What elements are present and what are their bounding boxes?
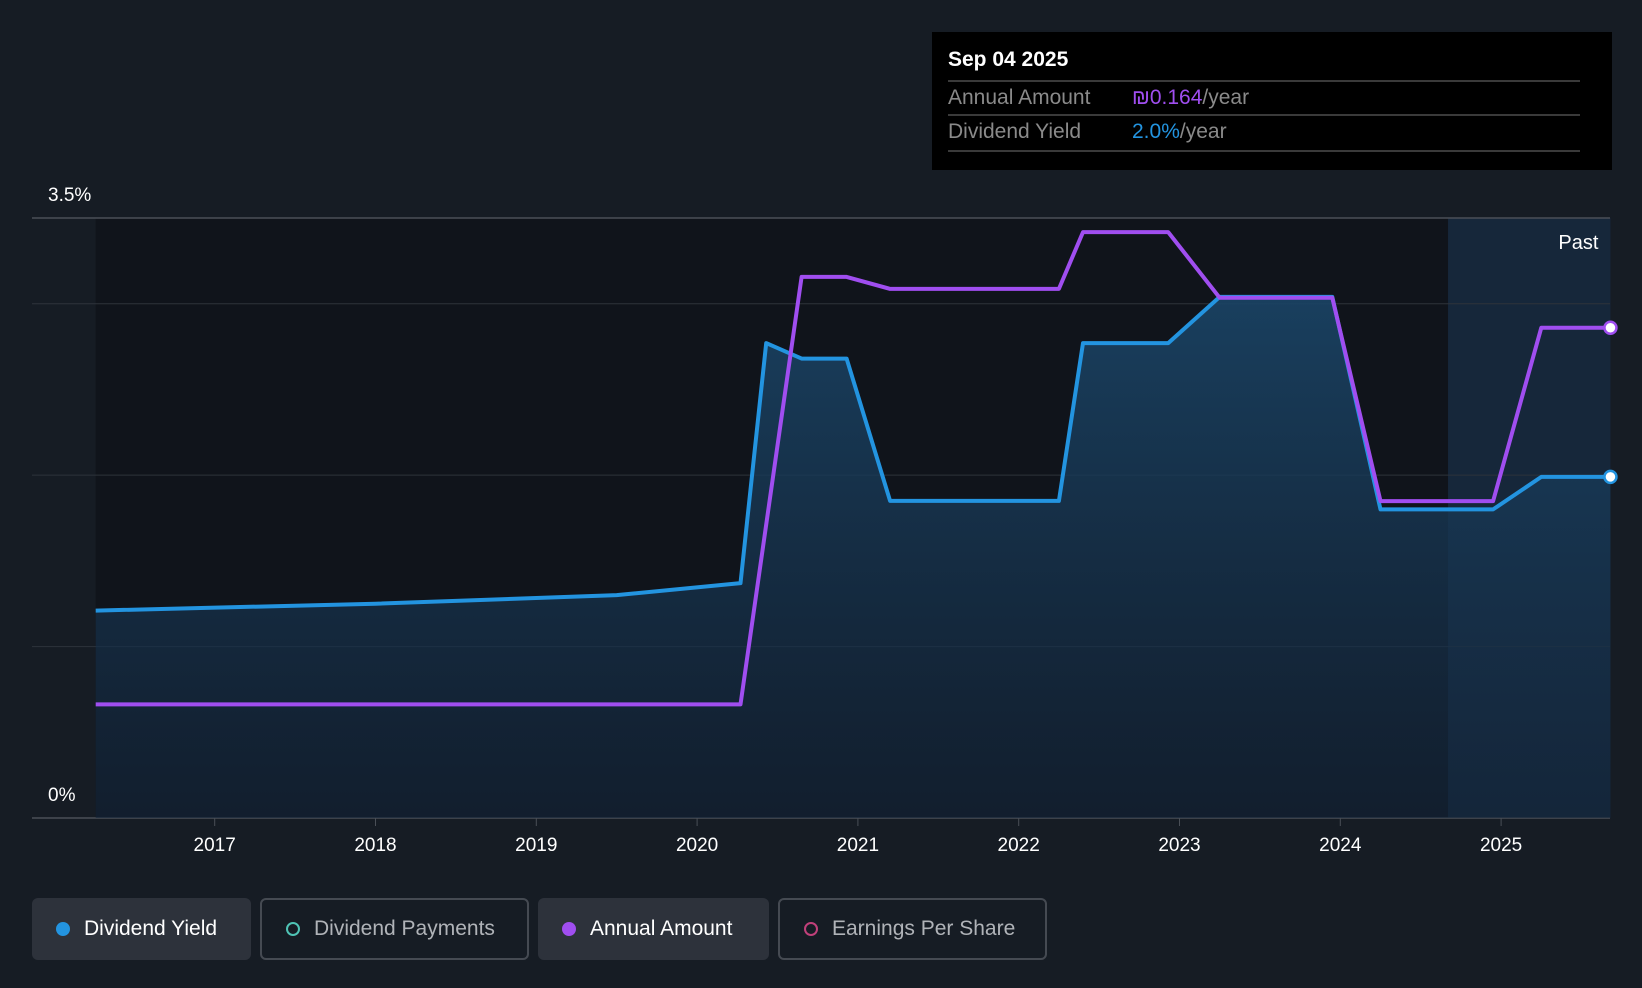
tooltip-date: Sep 04 2025 <box>948 48 1069 71</box>
x-tick-label: 2025 <box>1480 835 1522 856</box>
filled-dot-icon <box>562 922 576 936</box>
past-label: Past <box>1558 232 1598 254</box>
x-tick-label: 2017 <box>194 835 236 856</box>
dividend-yield-end-point <box>1603 469 1618 485</box>
tooltip-row-dividend-yield: Dividend Yield 2.0%/year <box>948 114 1580 148</box>
x-tick-label: 2018 <box>354 835 396 856</box>
legend-annual-amount[interactable]: Annual Amount <box>538 898 769 960</box>
dividend-yield-line <box>95 294 1611 613</box>
filled-dot-icon <box>56 922 70 936</box>
x-tick-label: 2023 <box>1158 835 1200 856</box>
y-tick-label: 3.5% <box>48 185 91 206</box>
tooltip: Sep 04 2025 Annual Amount ₪0.164/year Div… <box>932 32 1612 170</box>
hollow-dot-icon <box>804 922 818 936</box>
x-tick-label: 2022 <box>998 835 1040 856</box>
x-tick-label: 2020 <box>676 835 718 856</box>
annual-amount-end-point <box>1603 320 1618 335</box>
x-tick-label: 2021 <box>837 835 879 856</box>
legend-dividend-yield[interactable]: Dividend Yield <box>32 898 251 960</box>
x-tick-label: 2019 <box>515 835 557 856</box>
legend-dividend-payments[interactable]: Dividend Payments <box>260 898 529 960</box>
x-tick-label: 2024 <box>1319 835 1362 856</box>
tooltip-divider <box>948 150 1580 152</box>
dividend-yield-area <box>95 296 1611 818</box>
annual-amount-line <box>95 230 1611 707</box>
hollow-dot-icon <box>286 922 300 936</box>
y-tick-label: 0% <box>48 785 76 806</box>
tooltip-row-annual-amount: Annual Amount ₪0.164/year <box>948 80 1580 114</box>
legend-earnings-per-share[interactable]: Earnings Per Share <box>778 898 1047 960</box>
